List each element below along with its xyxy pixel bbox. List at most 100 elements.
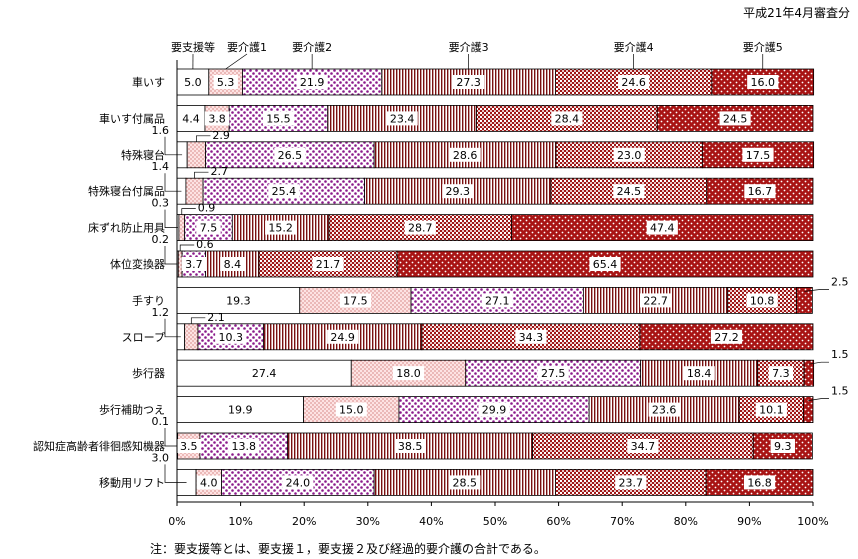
value-label: 19.9 [228, 404, 253, 417]
value-label: 10.3 [218, 331, 243, 344]
x-tick-label: 90% [737, 515, 761, 528]
value-label-bg [683, 366, 715, 381]
x-tick-label: 80% [674, 515, 698, 528]
value-label: 7.3 [772, 367, 790, 380]
value-label-bg [551, 111, 583, 126]
value-label-bg [339, 293, 371, 308]
legend-label: 要支援等 [171, 40, 215, 54]
value-label: 23.4 [390, 112, 415, 125]
value-label-bg [627, 439, 659, 453]
x-tick-label: 70% [610, 515, 634, 528]
value-label: 3.7 [185, 258, 203, 271]
value-label-bg [386, 111, 418, 126]
category-label: 歩行器 [132, 366, 165, 380]
value-label: 21.7 [316, 258, 341, 271]
value-label-bg [282, 475, 314, 490]
value-label: 23.7 [619, 476, 644, 489]
value-label: 27.4 [252, 367, 277, 380]
leader-line [164, 246, 178, 265]
chart-subtitle: 平成21年4月審査分 [743, 6, 850, 20]
value-label: 16.0 [751, 76, 776, 89]
leader-line [808, 398, 829, 401]
value-label-bg [394, 439, 426, 453]
leader-line [808, 361, 829, 365]
leader-line [164, 464, 187, 483]
stacked-bar-chart: 要支援等 要介護1 要介護2 要介護3 要介護4 要介護5 車いす 5.0 5.3 21.9 27… [33, 40, 849, 528]
value-label-bg [768, 366, 794, 381]
value-label: 24.6 [621, 76, 646, 89]
value-label-bg [478, 402, 510, 417]
value-label: 27.1 [485, 294, 510, 307]
footnote: 注：要支援等とは、要支援１，要支援２及び経過的要介護の合計である。 [150, 542, 546, 556]
value-label: 4.0 [200, 476, 218, 489]
legend-leader [225, 53, 248, 70]
leader-line [164, 209, 178, 228]
value-label: 1.5 [831, 348, 849, 361]
category-label: 体位変換器 [110, 257, 165, 271]
value-label: 25.4 [272, 185, 297, 198]
value-label-bg [176, 439, 201, 453]
value-label: 28.5 [453, 476, 478, 489]
category-label: スロープ [122, 331, 165, 344]
value-label-bg [615, 475, 647, 490]
value-label: 2.9 [212, 129, 230, 142]
value-label-bg [453, 75, 485, 89]
value-label-bg [442, 184, 474, 199]
value-label-bg [224, 402, 256, 417]
leader-line [164, 173, 182, 192]
value-label: 28.7 [408, 222, 433, 235]
value-label-bg [719, 111, 751, 126]
value-label: 47.4 [650, 222, 675, 235]
value-label-bg [196, 475, 221, 490]
category-label: 移動用リフト [99, 475, 165, 489]
value-label: 65.4 [593, 258, 618, 271]
value-label: 0.9 [198, 202, 216, 215]
value-label-bg [262, 111, 295, 126]
value-label: 34.7 [631, 440, 656, 453]
value-label: 29.9 [482, 404, 507, 417]
value-label-bg [744, 184, 776, 199]
value-label: 0.1 [152, 415, 170, 428]
x-tick-label: 100% [797, 515, 828, 528]
value-label-bg [481, 293, 513, 308]
legend: 要支援等 要介護1 要介護2 要介護3 要介護4 要介護5 [171, 40, 783, 70]
value-label: 2.5 [831, 275, 849, 288]
legend-label: 要介護4 [614, 40, 654, 54]
x-axis: 0% 10% 20% 30% 40% 50% 60% 70% 80% 90% 100% [168, 60, 829, 528]
leader-line [164, 428, 178, 447]
value-label-bg [180, 75, 206, 89]
value-label-bg [213, 75, 238, 89]
value-label-bg [222, 293, 254, 308]
value-label-bg [646, 220, 678, 235]
value-label: 29.3 [446, 185, 471, 198]
value-label: 1.6 [152, 124, 170, 137]
value-label-bg [743, 475, 776, 490]
value-label: 16.8 [747, 476, 772, 489]
value-label-bg [613, 147, 645, 162]
value-label: 23.6 [652, 404, 677, 417]
value-label: 34.3 [519, 331, 544, 344]
value-label-bg [204, 111, 230, 126]
leader-line [179, 244, 195, 251]
leader-line [194, 171, 209, 179]
value-label-bg [327, 329, 359, 344]
value-label: 26.5 [278, 149, 303, 162]
leader-line [164, 318, 181, 338]
value-label: 13.8 [232, 440, 257, 453]
value-label: 3.5 [180, 440, 198, 453]
x-tick-label: 40% [419, 515, 443, 528]
value-label-bg [589, 257, 621, 271]
value-label: 10.1 [759, 404, 784, 417]
value-label-bg [392, 366, 425, 381]
value-label-bg [639, 293, 672, 308]
leader-line [190, 317, 206, 324]
leader-line [164, 136, 183, 156]
x-tick-label: 0% [168, 515, 185, 528]
value-label-bg [268, 184, 300, 199]
value-label: 15.2 [268, 222, 293, 235]
value-label: 7.5 [200, 222, 218, 235]
value-label-bg [335, 402, 367, 417]
value-label-bg [181, 257, 207, 271]
value-label: 16.7 [748, 185, 773, 198]
value-label-bg [755, 402, 787, 417]
